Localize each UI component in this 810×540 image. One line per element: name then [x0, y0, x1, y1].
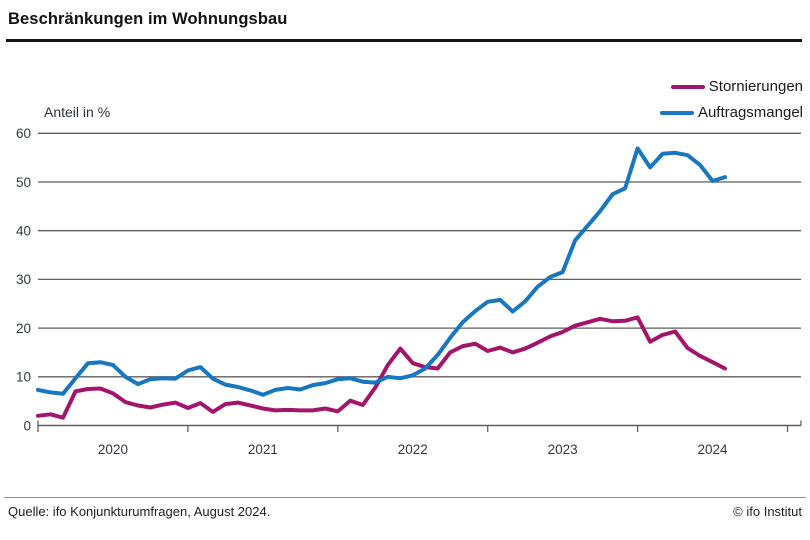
legend: Stornierungen Auftragsmangel	[659, 78, 803, 121]
y-tick-label: 40	[16, 224, 31, 239]
legend-item-stornierungen: Stornierungen	[670, 78, 803, 95]
y-axis-unit-label: Anteil in %	[44, 104, 111, 120]
y-tick-label: 10	[16, 370, 31, 385]
y-tick-label: 0	[23, 418, 31, 433]
series-line-auftragsmangel	[36, 146, 727, 397]
line-chart: 0 10 20 30 40 50 60 2020 2021 2022 2023 2024	[16, 126, 802, 457]
x-tick-label: 2021	[248, 442, 278, 457]
chart-title: Beschränkungen im Wohnungsbau	[8, 10, 288, 28]
legend-swatch	[659, 110, 694, 115]
series-line-stornierungen	[36, 315, 727, 420]
x-tick-label: 2022	[398, 442, 428, 457]
title-rule	[6, 39, 802, 42]
y-tick-label: 60	[16, 126, 31, 141]
y-tick-label: 30	[16, 272, 31, 287]
source-note: Quelle: ifo Konjunkturumfragen, August 2…	[8, 504, 271, 519]
y-tick-label: 20	[16, 321, 31, 336]
legend-item-auftragsmangel: Auftragsmangel	[659, 104, 803, 121]
x-tick-label: 2020	[98, 442, 128, 457]
legend-swatch	[670, 84, 705, 89]
copyright-note: © ifo Institut	[733, 504, 802, 519]
legend-label: Stornierungen	[708, 78, 803, 95]
footer-rule	[4, 497, 806, 498]
legend-label: Auftragsmangel	[697, 104, 803, 121]
y-tick-label: 50	[16, 175, 31, 190]
x-tick-label: 2023	[548, 442, 578, 457]
x-tick-label: 2024	[698, 442, 729, 457]
